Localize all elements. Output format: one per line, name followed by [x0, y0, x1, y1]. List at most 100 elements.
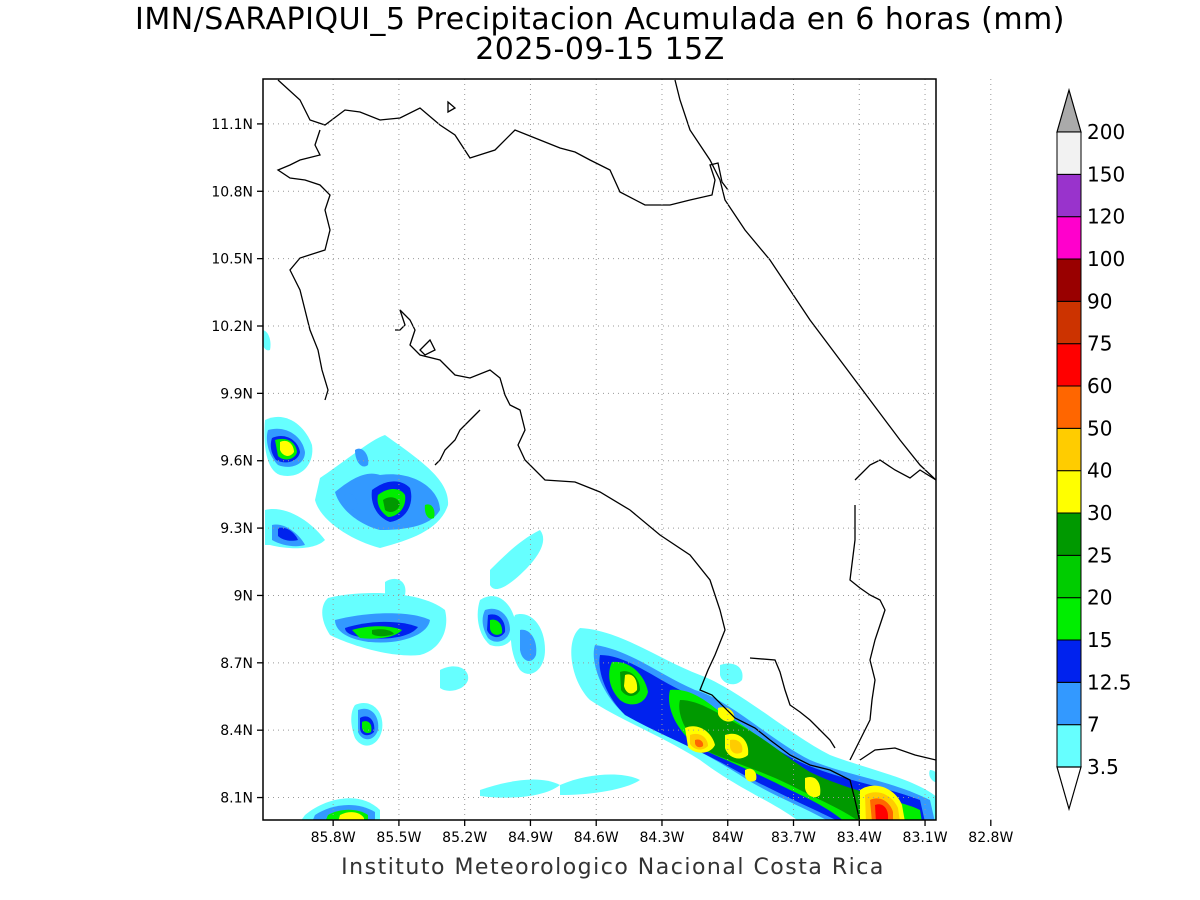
precipitation-field — [263, 330, 936, 820]
rain-area — [490, 619, 503, 635]
map-subtitle-datetime: 2025-09-15 15Z — [475, 32, 725, 67]
islet — [447, 100, 457, 114]
rain-area — [338, 812, 364, 820]
colorbar-box — [1056, 470, 1082, 514]
colorbar-box — [1056, 131, 1082, 175]
colorbar-box — [1056, 300, 1082, 345]
lon-tick-label: 85.5W — [376, 830, 421, 846]
rain-area — [805, 776, 821, 798]
lat-tick-label: 9N — [234, 588, 253, 604]
rain-area — [520, 629, 537, 662]
lat-tick-label: 9.3N — [220, 521, 253, 537]
lat-tick-label: 8.1N — [220, 791, 253, 807]
colorbar-level-label: 3.5 — [1087, 755, 1119, 779]
colorbar-box — [1056, 512, 1082, 556]
lon-tick-label: 83.4W — [837, 830, 882, 846]
colorbar-level-label: 60 — [1087, 374, 1112, 398]
colorbar-level-label: 40 — [1087, 459, 1112, 483]
rain-area — [929, 770, 936, 782]
map-frame — [262, 78, 937, 821]
colorbar-box — [1056, 258, 1082, 302]
colorbar-box — [1056, 554, 1082, 599]
lat-tick-label: 9.6N — [220, 454, 253, 470]
grid-lines — [263, 79, 992, 820]
rain-area — [280, 440, 294, 456]
colorbar-level-label: 100 — [1087, 247, 1125, 271]
lon-tick-label: 84W — [712, 830, 744, 846]
rain-area — [560, 774, 640, 795]
lat-tick-label: 11.1N — [211, 117, 253, 133]
credit-text: Instituto Meteorologico Nacional Costa R… — [341, 855, 885, 880]
rain-area — [424, 504, 435, 519]
axes: 11.1N 10.8N 10.5N 10.2N 9.9N 9.6N 9.3N 9N 8.7N 8.… — [211, 117, 1013, 846]
rain-area — [383, 497, 400, 512]
colorbar-upper-triangle — [1056, 87, 1082, 133]
colorbar-level-label: 150 — [1087, 162, 1125, 186]
map-title: IMN/SARAPIQUI_5 Precipitacion Acumulada … — [135, 2, 1065, 37]
pacific-coast-north — [276, 129, 331, 401]
colorbar-level-label: 15 — [1087, 628, 1112, 652]
lon-tick-label: 83.1W — [903, 830, 948, 846]
coastline — [276, 79, 936, 820]
colorbar-box — [1056, 173, 1082, 218]
colorbar-level-label: 90 — [1087, 289, 1112, 313]
lon-tick-label: 84.6W — [574, 830, 619, 846]
lat-tick-label: 8.4N — [220, 723, 253, 739]
lon-tick-label: 85.8W — [311, 830, 356, 846]
rain-area — [679, 700, 905, 820]
color-bar: 3.5 7 12.5 15 20 25 30 40 50 60 75 90 100 120 150 200 — [1056, 87, 1132, 812]
rain-area — [480, 779, 560, 798]
lon-tick-label: 83.7W — [771, 830, 816, 846]
lat-tick-label: 10.2N — [211, 319, 253, 335]
colorbar-box — [1056, 597, 1082, 641]
caribbean-coast — [674, 79, 936, 481]
burica — [859, 747, 936, 761]
colorbar-level-label: 75 — [1087, 332, 1112, 356]
colorbar-level-label: 50 — [1087, 416, 1112, 440]
colorbar-level-label: 12.5 — [1087, 670, 1132, 694]
lat-tick-label: 10.5N — [211, 252, 253, 268]
caribbean-panama — [854, 459, 936, 481]
colorbar-box — [1056, 681, 1082, 726]
rain-area — [730, 739, 743, 754]
rain-area — [440, 666, 469, 691]
lon-tick-label: 84.3W — [639, 830, 684, 846]
colorbar-level-label: 200 — [1087, 120, 1125, 144]
colorbar-level-label: 7 — [1087, 713, 1100, 737]
osa-peninsula — [749, 657, 836, 749]
rain-area — [490, 530, 544, 590]
lon-tick-label: 84.9W — [508, 830, 553, 846]
lat-tick-label: 10.8N — [211, 184, 253, 200]
tempisque-river — [419, 338, 436, 356]
colorbar-level-label: 25 — [1087, 543, 1112, 567]
colorbar-level-label: 30 — [1087, 501, 1112, 525]
colorbar-box — [1056, 343, 1082, 387]
rain-area — [362, 721, 372, 734]
nicoya-inner — [395, 309, 406, 331]
colorbar-level-label: 120 — [1087, 205, 1125, 229]
colorbar-box — [1056, 216, 1082, 260]
colorbar-box — [1056, 724, 1082, 768]
rain-area — [278, 527, 298, 541]
lat-tick-label: 9.9N — [220, 386, 253, 402]
nicaragua-coast — [277, 79, 729, 206]
rain-area — [745, 768, 757, 782]
lon-tick-label: 85.2W — [442, 830, 487, 846]
nicoya-peninsula — [434, 409, 481, 466]
colorbar-box — [1056, 427, 1082, 472]
lat-tick-label: 8.7N — [220, 656, 253, 672]
rain-area — [355, 448, 369, 467]
colorbar-box — [1056, 639, 1082, 683]
rain-area — [720, 663, 743, 685]
colorbar-level-label: 20 — [1087, 586, 1112, 610]
rain-area — [695, 739, 704, 748]
lon-tick-label: 82.8W — [968, 830, 1013, 846]
rain-area — [875, 804, 888, 820]
colorbar-lower-triangle — [1056, 766, 1082, 812]
rain-area — [593, 645, 935, 820]
rain-area — [718, 707, 735, 722]
rain-area — [263, 330, 271, 351]
rain-area — [344, 493, 358, 510]
panama-border — [849, 505, 886, 761]
